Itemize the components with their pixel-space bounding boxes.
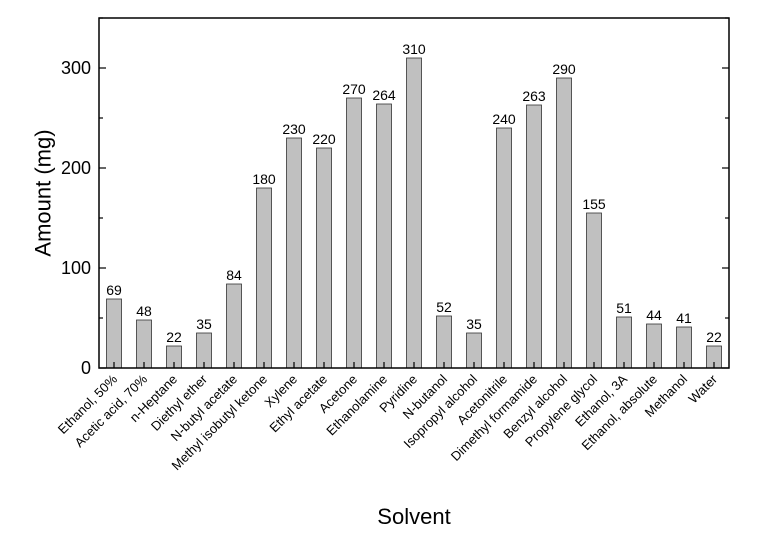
data-label: 35 bbox=[466, 316, 482, 332]
y-tick-label: 100 bbox=[61, 258, 91, 278]
bar bbox=[346, 97, 362, 369]
bar bbox=[436, 315, 452, 369]
data-label: 48 bbox=[136, 303, 152, 319]
bars-group bbox=[106, 57, 722, 369]
data-label: 51 bbox=[616, 300, 632, 316]
bar bbox=[496, 127, 512, 369]
bar bbox=[586, 212, 602, 369]
data-label: 230 bbox=[282, 121, 306, 137]
bar bbox=[376, 103, 392, 369]
data-label: 290 bbox=[552, 61, 576, 77]
data-label: 22 bbox=[166, 329, 182, 345]
y-axis-title: Amount (mg) bbox=[31, 129, 56, 256]
data-label: 263 bbox=[522, 88, 546, 104]
data-label: 44 bbox=[646, 307, 662, 323]
data-label: 310 bbox=[402, 41, 426, 57]
bar bbox=[226, 283, 242, 369]
bar bbox=[526, 104, 542, 369]
data-label: 52 bbox=[436, 299, 452, 315]
data-label: 84 bbox=[226, 267, 242, 283]
bar bbox=[406, 57, 422, 369]
data-label: 155 bbox=[582, 196, 606, 212]
x-tick-label: Water bbox=[685, 371, 720, 406]
bar bbox=[556, 77, 572, 369]
bar bbox=[646, 323, 662, 369]
data-label: 35 bbox=[196, 316, 212, 332]
bar bbox=[676, 326, 692, 369]
y-axis: 0 100 200 300 bbox=[61, 17, 729, 378]
bar bbox=[316, 147, 332, 369]
y-tick-label: 200 bbox=[61, 158, 91, 178]
data-labels-group: 69 48 22 35 84 180 230 220 270 264 310 52 35 240 263 29… bbox=[106, 41, 722, 345]
bar bbox=[136, 319, 152, 369]
data-label: 240 bbox=[492, 111, 516, 127]
y-tick-label: 0 bbox=[81, 358, 91, 378]
bar bbox=[286, 137, 302, 369]
data-label: 270 bbox=[342, 81, 366, 97]
data-label: 69 bbox=[106, 282, 122, 298]
data-label: 22 bbox=[706, 329, 722, 345]
data-label: 180 bbox=[252, 171, 276, 187]
x-axis: Ethanol, 50%Acetic acid, 70%n-HeptaneDie… bbox=[55, 362, 721, 473]
data-label: 41 bbox=[676, 310, 692, 326]
x-axis-title: Solvent bbox=[377, 504, 450, 529]
bar bbox=[616, 316, 632, 369]
data-label: 220 bbox=[312, 131, 336, 147]
bar bbox=[256, 187, 272, 369]
bar bbox=[106, 298, 122, 369]
y-tick-label: 300 bbox=[61, 58, 91, 78]
data-label: 264 bbox=[372, 87, 396, 103]
